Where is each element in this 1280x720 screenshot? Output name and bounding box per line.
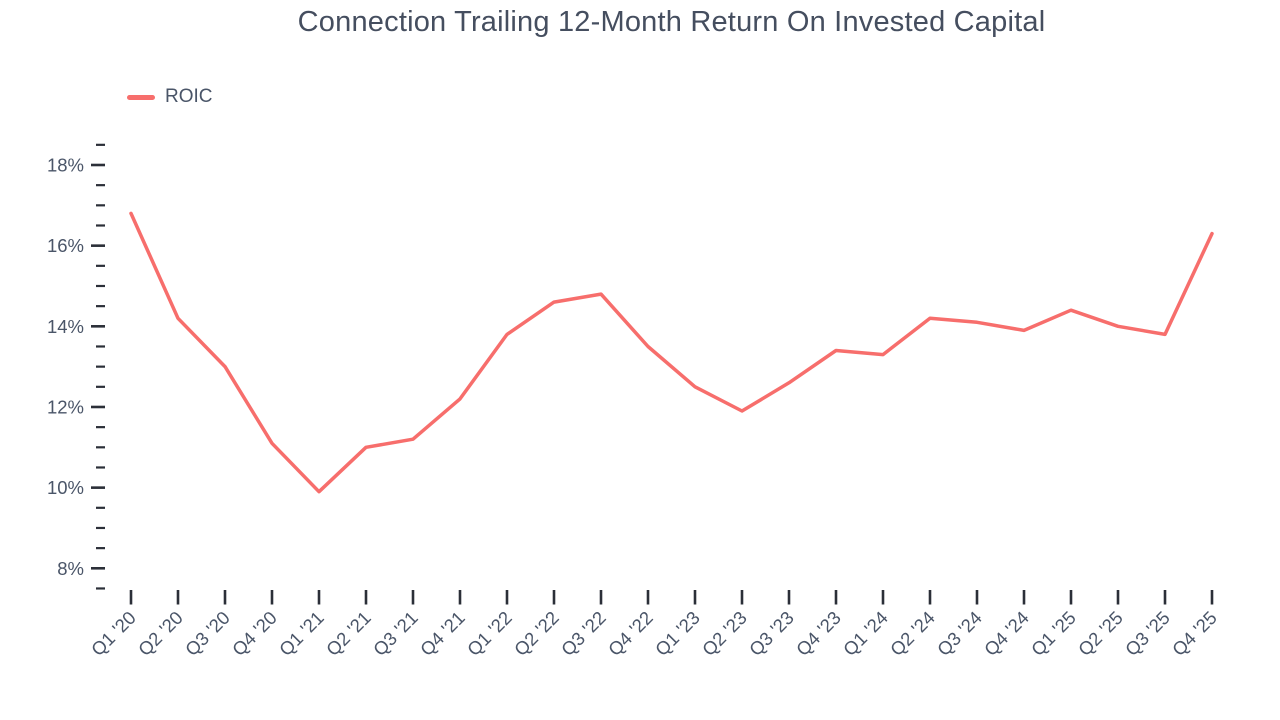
- y-tick-label: 10%: [47, 477, 84, 498]
- x-tick-label: Q1 '23: [651, 607, 704, 660]
- x-tick-label: Q4 '25: [1168, 607, 1221, 660]
- x-tick-label: Q1 '24: [839, 607, 892, 660]
- x-tick-label: Q4 '20: [228, 607, 281, 660]
- x-tick-label: Q3 '20: [181, 607, 234, 660]
- x-tick-label: Q2 '23: [698, 607, 751, 660]
- legend-item-roic[interactable]: ROIC: [127, 86, 213, 108]
- x-tick-label: Q1 '25: [1027, 607, 1080, 660]
- x-tick-label: Q2 '21: [322, 607, 375, 660]
- x-tick-label: Q4 '21: [416, 607, 469, 660]
- x-tick-label: Q1 '21: [275, 607, 328, 660]
- x-tick-label: Q3 '24: [933, 607, 986, 660]
- y-tick-label: 14%: [47, 316, 84, 337]
- x-tick-label: Q2 '20: [134, 607, 187, 660]
- x-tick-label: Q4 '23: [792, 607, 845, 660]
- y-tick-label: 12%: [47, 396, 84, 417]
- x-tick-label: Q1 '20: [87, 607, 140, 660]
- y-tick-label: 18%: [47, 155, 84, 176]
- x-tick-label: Q2 '25: [1074, 607, 1127, 660]
- chart-title: Connection Trailing 12-Month Return On I…: [297, 6, 1046, 38]
- x-tick-label: Q3 '25: [1121, 607, 1174, 660]
- y-tick-label: 16%: [47, 235, 84, 256]
- chart-legend: ROIC: [127, 86, 213, 108]
- legend-line-swatch: [127, 94, 155, 100]
- x-tick-label: Q1 '22: [463, 607, 516, 660]
- x-tick-label: Q3 '23: [745, 607, 798, 660]
- y-tick-label: 8%: [57, 558, 84, 579]
- x-tick-label: Q2 '24: [886, 607, 939, 660]
- x-tick-label: Q3 '22: [557, 607, 610, 660]
- legend-label: ROIC: [165, 86, 213, 107]
- roic-series-line: [129, 211, 1214, 494]
- x-tick-label: Q4 '24: [980, 607, 1033, 660]
- x-tick-label: Q4 '22: [604, 607, 657, 660]
- x-tick-label: Q2 '22: [510, 607, 563, 660]
- x-tick-label: Q3 '21: [369, 607, 422, 660]
